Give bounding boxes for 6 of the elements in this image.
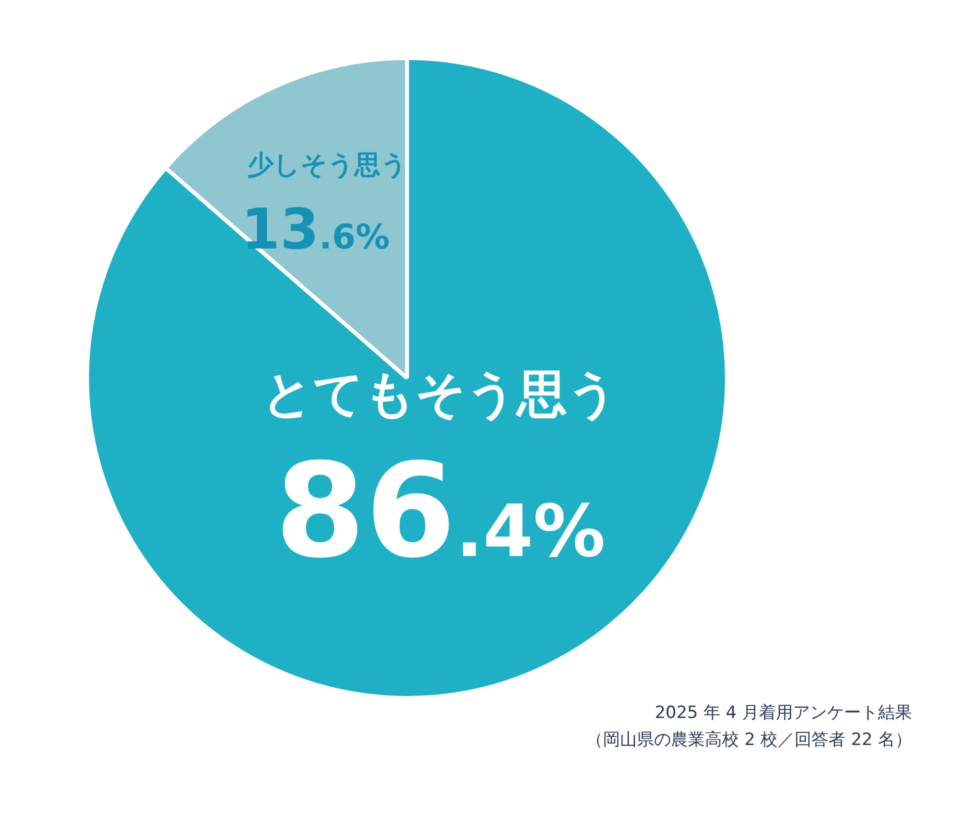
slice-label: とてもそう思う [262,364,618,423]
data-label: 86.4% [274,434,606,587]
slice-label: 少しそう思う [247,150,408,180]
text: （岡山県の農業高校 2 校／回答者 22 名） [586,729,912,752]
data-label: 13.6% [241,197,390,262]
text: 2025 年 4 月着用アンケート結果 [654,702,912,725]
